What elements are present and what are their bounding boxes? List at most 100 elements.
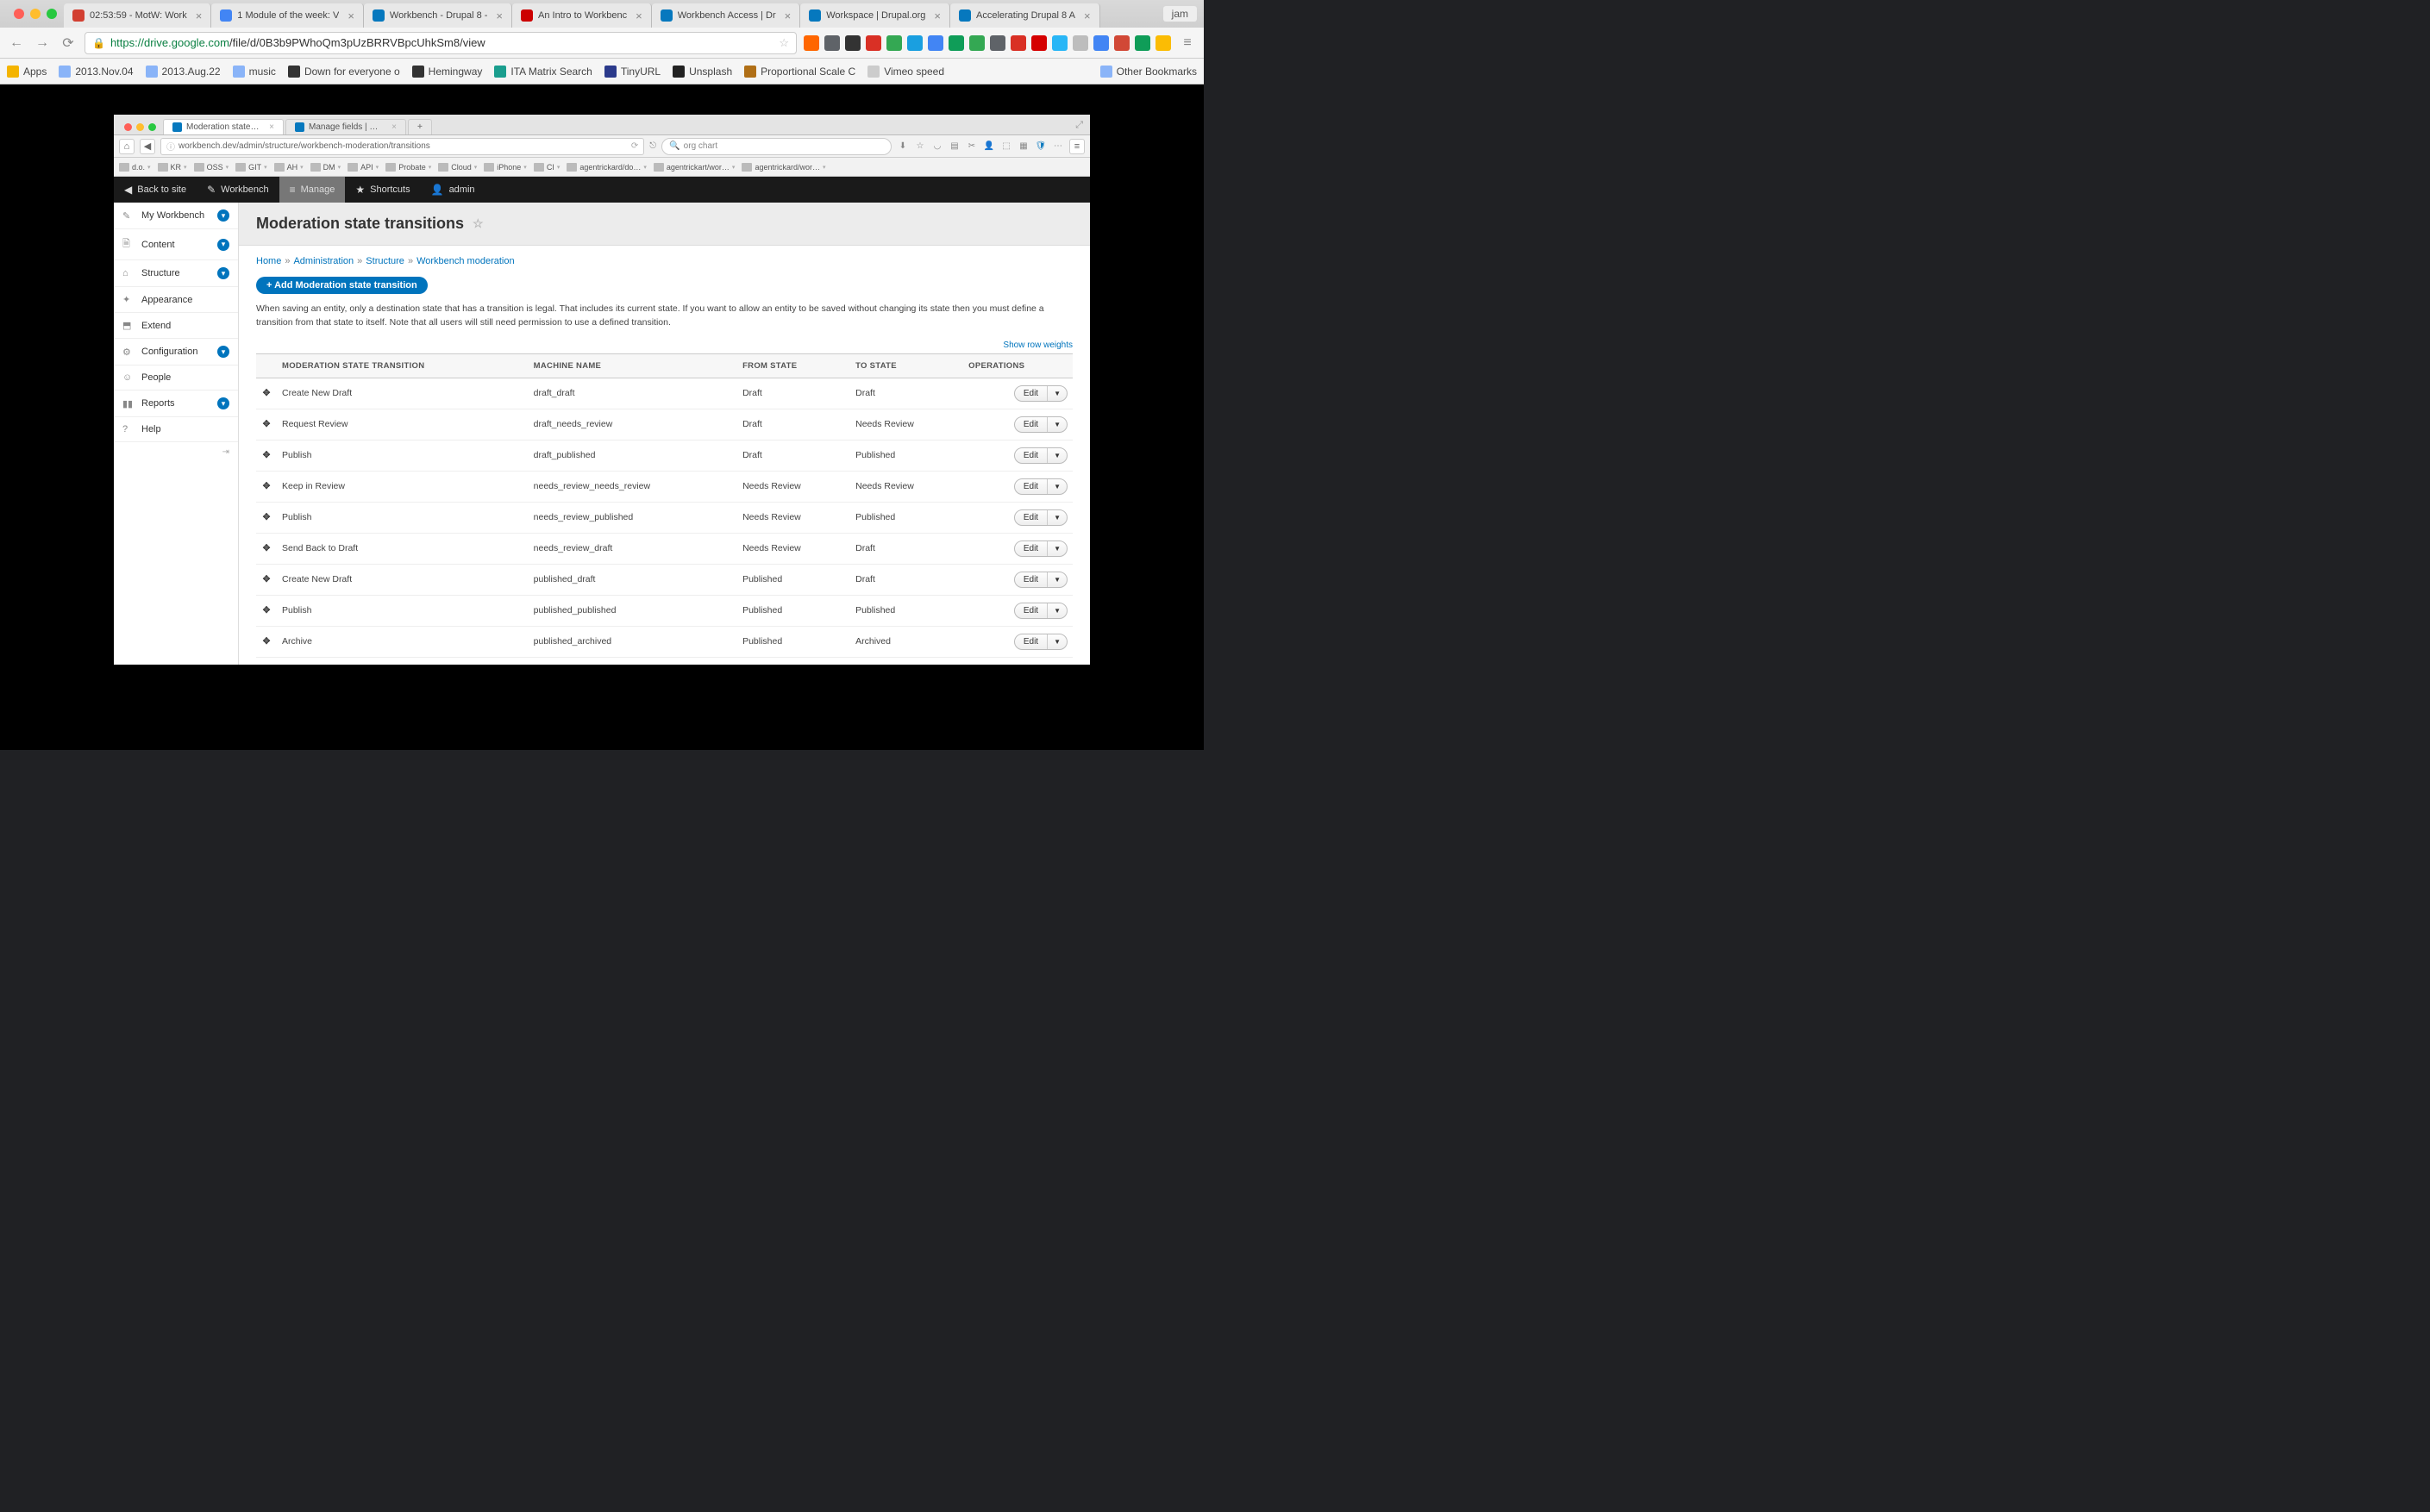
drag-handle-icon[interactable]: ✥ <box>256 626 277 657</box>
drag-handle-icon[interactable]: ✥ <box>256 378 277 409</box>
extension-icon[interactable] <box>824 35 840 51</box>
dropdown-caret-icon[interactable]: ▼ <box>1048 635 1067 648</box>
drag-handle-icon[interactable]: ✥ <box>256 440 277 471</box>
drag-handle-icon[interactable]: ✥ <box>256 564 277 595</box>
edit-dropdown-button[interactable]: Edit▼ <box>1014 540 1068 557</box>
dropdown-caret-icon[interactable]: ▼ <box>1048 604 1067 617</box>
dropdown-caret-icon[interactable]: ▼ <box>1048 418 1067 431</box>
download-icon[interactable]: ⬇ <box>897 141 909 151</box>
back-button[interactable]: ← <box>7 35 26 51</box>
breadcrumb-link[interactable]: Administration <box>293 256 354 266</box>
inner-bookmark-folder[interactable]: agentrickart/wor…▾ <box>654 163 736 172</box>
browser-tab[interactable]: Workbench Access | Dr× <box>652 3 801 28</box>
extension-icon[interactable] <box>845 35 861 51</box>
drag-handle-icon[interactable]: ✥ <box>256 533 277 564</box>
window-controls[interactable] <box>7 9 64 19</box>
inner-bookmark-folder[interactable]: OSS▾ <box>194 163 229 172</box>
browser-tab[interactable]: Workspace | Drupal.org× <box>800 3 950 28</box>
person-icon[interactable]: 👤 <box>983 141 995 151</box>
browser-tab[interactable]: Accelerating Drupal 8 A× <box>950 3 1100 28</box>
bookmark-item[interactable]: TinyURL <box>604 66 661 78</box>
edit-dropdown-button[interactable]: Edit▼ <box>1014 385 1068 402</box>
extension-icon[interactable] <box>949 35 964 51</box>
chevron-down-icon[interactable]: ▾ <box>217 209 229 222</box>
dropdown-caret-icon[interactable]: ▼ <box>1048 542 1067 555</box>
grid-icon[interactable]: ▦ <box>1018 141 1030 151</box>
new-tab-button[interactable]: + <box>408 119 432 134</box>
bookmark-item[interactable]: Vimeo speed <box>867 66 944 78</box>
bookmark-item[interactable]: Apps <box>7 66 47 78</box>
browser-tab[interactable]: 02:53:59 - MotW: Work× <box>64 3 211 28</box>
inner-bookmark-folder[interactable]: DM▾ <box>310 163 341 172</box>
close-tab-icon[interactable]: × <box>348 9 354 22</box>
bookmark-item[interactable]: Down for everyone o <box>288 66 400 78</box>
edit-dropdown-button[interactable]: Edit▼ <box>1014 634 1068 650</box>
drag-handle-icon[interactable]: ✥ <box>256 502 277 533</box>
bookmark-item[interactable]: Other Bookmarks <box>1100 66 1197 78</box>
row-weights-link[interactable]: Show row weights <box>1003 341 1073 350</box>
extension-icon[interactable] <box>1011 35 1026 51</box>
inner-bookmark-folder[interactable]: agentrickard/wor…▾ <box>742 163 825 172</box>
close-tab-icon[interactable]: × <box>391 122 397 132</box>
extension-icon[interactable] <box>1052 35 1068 51</box>
chrome-profile-button[interactable]: jam <box>1163 6 1197 22</box>
sidebar-item-help[interactable]: ?Help <box>114 417 238 442</box>
extension-icon[interactable] <box>1135 35 1150 51</box>
sidebar-item-reports[interactable]: ▮▮Reports▾ <box>114 390 238 417</box>
sidebar-item-extend[interactable]: ⬒Extend <box>114 313 238 339</box>
edit-dropdown-button[interactable]: Edit▼ <box>1014 603 1068 619</box>
drag-handle-icon[interactable]: ✥ <box>256 657 277 665</box>
close-tab-icon[interactable]: × <box>496 9 503 22</box>
inner-bookmark-folder[interactable]: AH▾ <box>274 163 304 172</box>
dots-icon[interactable]: ⋯ <box>1052 141 1064 151</box>
close-tab-icon[interactable]: × <box>269 122 274 132</box>
dropdown-caret-icon[interactable]: ▼ <box>1048 387 1067 400</box>
scissors-icon[interactable]: ✂ <box>966 141 978 151</box>
breadcrumb-link[interactable]: Home <box>256 256 281 266</box>
row-weights-toggle[interactable]: Show row weights <box>256 341 1073 350</box>
sidebar-item-my-workbench[interactable]: ✎My Workbench▾ <box>114 203 238 229</box>
sidebar-item-appearance[interactable]: ✦Appearance <box>114 287 238 313</box>
inner-bookmark-folder[interactable]: d.o.▾ <box>119 163 151 172</box>
extension-icon[interactable] <box>990 35 1005 51</box>
reader-icon[interactable]: ▤ <box>949 141 961 151</box>
bookmark-item[interactable]: music <box>233 66 276 78</box>
inner-address-bar[interactable]: ⓘ workbench.dev/admin/structure/workbenc… <box>160 138 644 155</box>
edit-dropdown-button[interactable]: Edit▼ <box>1014 478 1068 495</box>
inner-search-field[interactable]: 🔍 org chart <box>661 138 892 155</box>
extension-icon[interactable] <box>866 35 881 51</box>
favorite-star-icon[interactable]: ☆ <box>473 216 484 231</box>
bookmark-item[interactable]: Proportional Scale C <box>744 66 855 78</box>
chevron-down-icon[interactable]: ▾ <box>217 346 229 358</box>
bookmark-item[interactable]: 2013.Nov.04 <box>59 66 133 78</box>
forward-button[interactable]: → <box>33 35 52 51</box>
close-tab-icon[interactable]: × <box>785 9 792 22</box>
dropdown-caret-icon[interactable]: ▼ <box>1048 449 1067 462</box>
bookmark-item[interactable]: ITA Matrix Search <box>494 66 592 78</box>
shortcuts-link[interactable]: ★ Shortcuts <box>345 177 420 203</box>
edit-dropdown-button[interactable]: Edit▼ <box>1014 572 1068 588</box>
pocket-icon[interactable]: ◡ <box>931 141 943 151</box>
extension-icon[interactable] <box>804 35 819 51</box>
extension-icon[interactable] <box>907 35 923 51</box>
inner-bookmark-folder[interactable]: GIT▾ <box>235 163 267 172</box>
drag-handle-icon[interactable]: ✥ <box>256 409 277 440</box>
add-transition-button[interactable]: + Add Moderation state transition <box>256 277 428 294</box>
inner-browser-tab[interactable]: Manage fields | Workbenc…× <box>285 119 406 134</box>
dropdown-caret-icon[interactable]: ▼ <box>1048 511 1067 524</box>
back-to-site-link[interactable]: ◀ Back to site <box>114 177 197 203</box>
inner-bookmark-folder[interactable]: Probate▾ <box>385 163 431 172</box>
browser-tab[interactable]: 1 Module of the week: V× <box>211 3 364 28</box>
dropdown-caret-icon[interactable]: ▼ <box>1048 573 1067 586</box>
chevron-down-icon[interactable]: ▾ <box>217 397 229 409</box>
bookmark-item[interactable]: Hemingway <box>412 66 483 78</box>
puzzle-icon[interactable]: ⬚ <box>1000 141 1012 151</box>
extension-icon[interactable] <box>928 35 943 51</box>
browser-tab[interactable]: Workbench - Drupal 8 -× <box>364 3 512 28</box>
extension-icon[interactable] <box>1156 35 1171 51</box>
shield-icon[interactable]: 🛡 <box>1035 141 1047 151</box>
inner-back-button[interactable]: ◀ <box>140 139 155 154</box>
edit-dropdown-button[interactable]: Edit▼ <box>1014 416 1068 433</box>
sidebar-collapse-button[interactable]: ⇥ <box>114 442 238 462</box>
minimize-window-icon[interactable] <box>30 9 41 19</box>
